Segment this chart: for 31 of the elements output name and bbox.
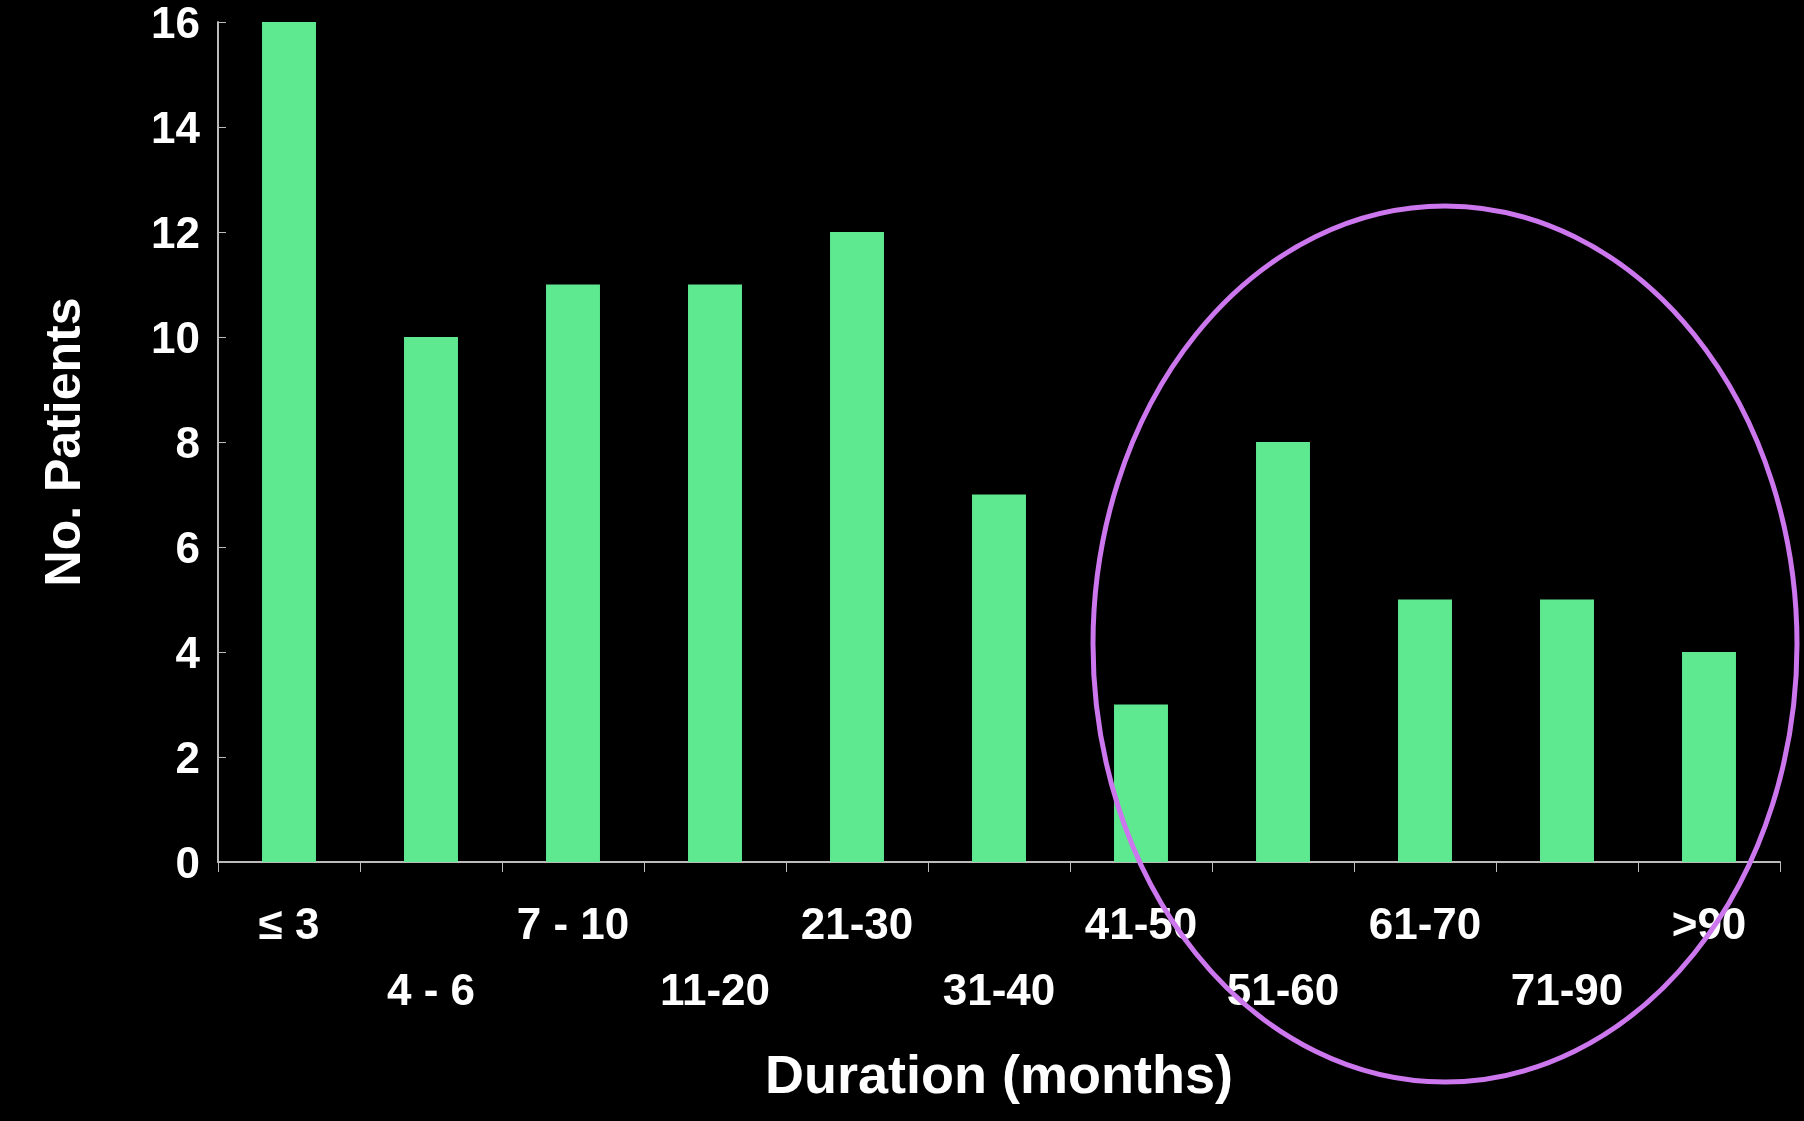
x-tick-label: 31-40 (942, 964, 1056, 1014)
bar (404, 337, 458, 862)
y-tick-label: 6 (175, 522, 200, 572)
bar (1114, 704, 1168, 862)
y-tick-label: 4 (175, 627, 201, 677)
y-tick-label: 14 (151, 102, 201, 152)
bar (688, 284, 742, 862)
y-tick-label: 2 (175, 732, 200, 782)
y-axis-title: No. Patients (35, 297, 91, 587)
x-tick-label: 21-30 (800, 898, 914, 948)
x-axis-title: Duration (months) (765, 1044, 1233, 1104)
x-tick-label: 7 - 10 (516, 898, 630, 948)
bar (1256, 442, 1310, 862)
bar (1398, 599, 1452, 862)
y-tick-label: 10 (151, 312, 200, 362)
y-tick-label: 0 (175, 837, 200, 887)
bar (546, 284, 600, 862)
y-tick-label: 12 (151, 207, 200, 257)
bar (830, 232, 884, 862)
bar (1540, 599, 1594, 862)
y-tick-label: 16 (151, 0, 200, 47)
x-tick-label: 71-90 (1510, 964, 1624, 1014)
x-tick-label: 11-20 (659, 964, 771, 1014)
bar (972, 494, 1026, 862)
bar (1682, 652, 1736, 862)
x-tick-label: 51-60 (1226, 964, 1340, 1014)
y-tick-label: 8 (175, 417, 200, 467)
bar (262, 22, 316, 862)
x-tick-label: ≤ 3 (258, 898, 320, 948)
x-tick-label: 61-70 (1368, 898, 1482, 948)
x-tick-label: 4 - 6 (386, 964, 476, 1014)
